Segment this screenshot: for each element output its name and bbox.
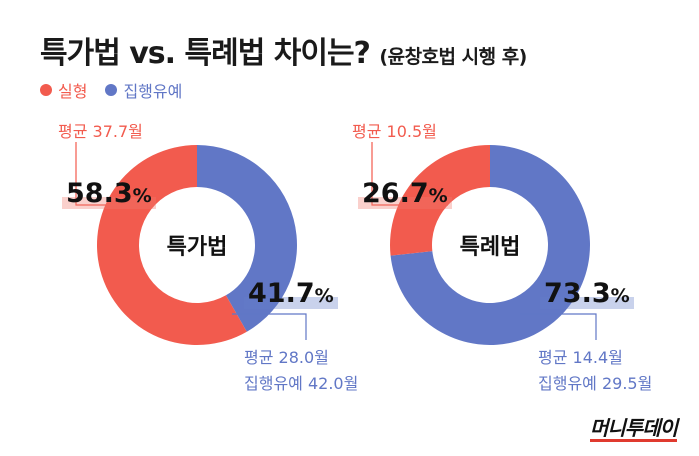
annotation-line: 집행유예 42.0월: [244, 374, 359, 393]
leader-line-special-blue: [232, 313, 307, 340]
legend-dot-prison: [40, 84, 52, 96]
legend-item-probation: 집행유예: [105, 78, 182, 102]
donut-chart-exception-act: [390, 145, 590, 345]
legend-label-prison: 실형: [58, 82, 88, 101]
logo: 머니투데이: [590, 416, 678, 442]
annotation-special-probation: 평균 28.0월 집행유예 42.0월: [244, 345, 358, 397]
donut-chart-special-act: [96, 145, 297, 345]
slice-prison: [96, 145, 247, 345]
title-subtitle: (윤창호법 시행 후): [379, 46, 527, 68]
data-label-value: 58.3: [66, 178, 133, 209]
data-label-special-prison: 58.3%: [62, 178, 156, 209]
annotation-line: 평균 28.0월: [244, 348, 329, 367]
annotation-line: 평균 14.4월: [538, 348, 623, 367]
leader-line-special-red: [75, 142, 148, 206]
title-main: 특가법 vs. 특례법 차이는?: [40, 36, 371, 71]
legend-item-prison: 실형: [40, 78, 87, 102]
leader-line-exception-red: [371, 142, 448, 206]
slice-prison: [390, 145, 490, 256]
legend-dot-probation: [105, 84, 118, 96]
data-label-value: 26.7: [362, 178, 429, 209]
data-label-exception-prison: 26.7%: [358, 178, 452, 209]
center-label-exception-act: 특례법: [459, 235, 521, 260]
data-label-unit: %: [132, 185, 152, 207]
data-label-value: 41.7: [248, 278, 315, 309]
data-label-exception-probation: 73.3%: [540, 278, 634, 309]
annotation-line: 평균 37.7월: [58, 122, 143, 141]
annotation-exception-prison: 평균 10.5월: [352, 118, 437, 142]
data-label-unit: %: [314, 285, 334, 307]
data-label-unit: %: [610, 285, 630, 307]
leader-line-exception-blue: [520, 313, 597, 340]
data-label-special-probation: 41.7%: [244, 278, 338, 309]
slice-probation: [390, 145, 590, 345]
legend: 실형 집행유예: [40, 78, 200, 102]
annotation-line: 집행유예 29.5월: [538, 374, 653, 393]
annotation-special-prison: 평균 37.7월: [58, 118, 143, 142]
center-label-special-act: 특가법: [166, 235, 228, 260]
data-label-value: 73.3: [544, 278, 611, 309]
data-label-unit: %: [428, 185, 448, 207]
legend-label-probation: 집행유예: [123, 82, 183, 101]
chart-title: 특가법 vs. 특례법 차이는? (윤창호법 시행 후): [40, 28, 527, 72]
annotation-line: 평균 10.5월: [352, 122, 437, 141]
slice-probation: [197, 145, 297, 332]
annotation-exception-probation: 평균 14.4월 집행유예 29.5월: [538, 345, 652, 397]
